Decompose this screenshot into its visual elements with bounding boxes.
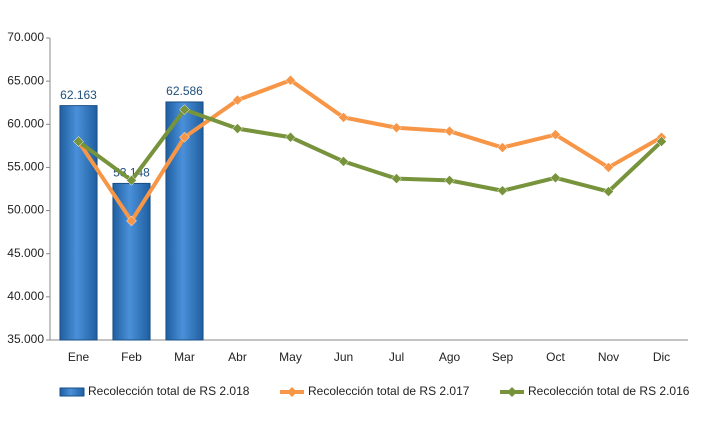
x-tick-label: Oct <box>546 350 565 364</box>
marker <box>338 156 349 167</box>
x-tick-label: Abr <box>228 350 247 364</box>
y-tick-label: 65.000 <box>7 73 44 87</box>
marker <box>497 185 508 197</box>
marker <box>338 112 349 123</box>
x-tick-label: Jun <box>334 350 353 364</box>
x-tick-label: Ago <box>439 350 461 364</box>
line <box>77 107 663 194</box>
marker <box>73 136 84 147</box>
marker <box>285 74 296 86</box>
x-tick-label: Sep <box>492 350 514 364</box>
marker <box>603 186 614 197</box>
marker <box>179 131 190 143</box>
marker <box>656 136 667 147</box>
legend-swatch <box>59 387 85 397</box>
legend-marker <box>287 387 297 397</box>
x-tick-label: Dic <box>653 350 670 364</box>
x-tick-label: Mar <box>174 350 195 364</box>
marker <box>285 131 296 143</box>
bar <box>112 182 151 341</box>
legend-label: Recolección total de RS 2.016 <box>528 384 690 398</box>
marker <box>126 175 137 186</box>
y-tick-label: 70.000 <box>7 30 44 44</box>
x-tick-label: Nov <box>598 350 619 364</box>
line <box>76 78 663 223</box>
y-tick-label: 40.000 <box>7 289 44 303</box>
x-tick-label: May <box>279 350 302 364</box>
marker <box>179 104 190 115</box>
legend-label: Recolección total de RS 2.017 <box>308 384 470 398</box>
marker <box>232 94 243 106</box>
bar <box>165 101 204 341</box>
legend-label: Recolección total de RS 2.018 <box>88 384 250 398</box>
marker <box>444 175 455 186</box>
y-tick-label: 50.000 <box>7 203 44 217</box>
marker <box>550 172 561 184</box>
marker <box>126 215 137 227</box>
x-tick-label: Jul <box>389 350 404 364</box>
y-tick-label: 45.000 <box>7 246 44 260</box>
legend-marker <box>507 387 517 397</box>
y-tick-label: 60.000 <box>7 116 44 130</box>
data-label: 62.163 <box>60 88 97 102</box>
marker <box>391 173 402 184</box>
x-tick-label: Ene <box>68 350 90 364</box>
marker <box>497 142 508 153</box>
data-label: 62.586 <box>166 84 203 98</box>
marker <box>550 129 561 140</box>
marker <box>444 125 455 137</box>
marker <box>603 162 614 173</box>
y-tick-label: 55.000 <box>7 160 44 174</box>
marker <box>232 123 243 134</box>
y-tick-label: 35.000 <box>7 332 44 346</box>
marker <box>391 122 402 134</box>
x-tick-label: Feb <box>121 350 142 364</box>
